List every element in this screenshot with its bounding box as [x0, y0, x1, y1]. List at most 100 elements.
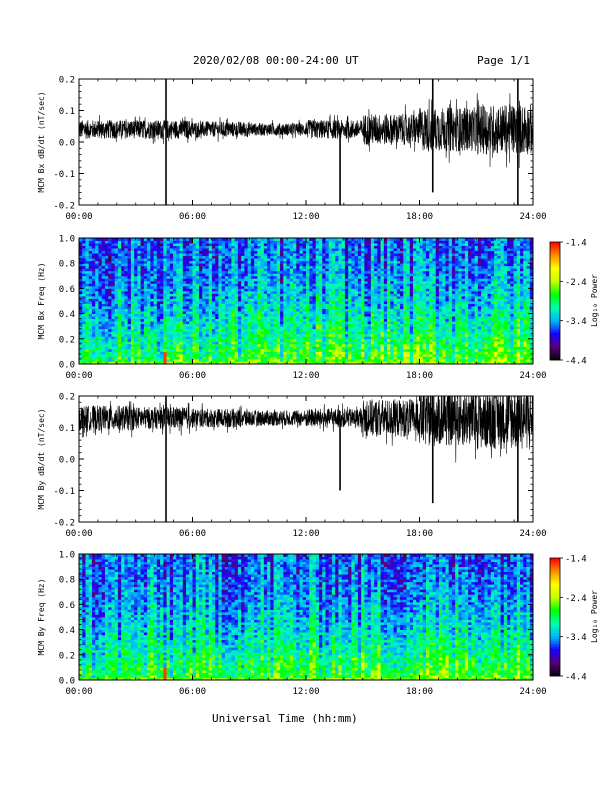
- spectrogram-cell: [309, 318, 313, 322]
- spectrogram-cell: [254, 341, 258, 345]
- spectrogram-cell: [163, 306, 167, 309]
- spectrogram-cell: [250, 328, 255, 332]
- spectrogram-cell: [130, 336, 135, 340]
- spectrogram-cell: [276, 316, 281, 320]
- spectrogram-cell: [143, 343, 148, 347]
- spectrogram-cell: [529, 331, 534, 335]
- spectrogram-cell: [241, 293, 245, 297]
- spectrogram-cell: [341, 290, 346, 294]
- spectrogram-cell: [195, 333, 200, 337]
- spectrogram-cell: [429, 326, 433, 330]
- spectrogram-cell: [474, 275, 479, 279]
- spectrogram-cell: [361, 331, 365, 335]
- spectrogram-cell: [95, 283, 99, 287]
- spectrogram-cell: [406, 331, 411, 335]
- spectrogram-cell: [507, 321, 511, 325]
- spectrogram-cell: [409, 326, 414, 330]
- spectrogram-cell: [143, 278, 148, 282]
- spectrogram-cell: [435, 358, 440, 362]
- spectrogram-cell: [344, 348, 349, 352]
- spectrogram-cell: [186, 326, 190, 330]
- spectrogram-cell: [458, 290, 463, 294]
- spectrogram-cell: [247, 306, 252, 309]
- spectrogram-cell: [380, 346, 385, 350]
- spectrogram-cell: [153, 338, 158, 342]
- spectrogram-cell: [198, 275, 203, 279]
- spectrogram-cell: [377, 331, 381, 335]
- spectrogram-cell: [101, 351, 106, 355]
- spectrogram-cell: [370, 361, 375, 365]
- spectrogram-cell: [137, 343, 142, 347]
- spectrogram-cell: [383, 278, 388, 282]
- spectrogram-cell: [390, 331, 394, 335]
- spectrogram-cell: [156, 326, 161, 330]
- spectrogram-cell: [108, 353, 112, 357]
- spectrogram-cell: [101, 303, 106, 307]
- spectrogram-cell: [481, 361, 485, 365]
- spectrogram-cell: [286, 321, 291, 325]
- spectrogram-cell: [351, 356, 356, 360]
- spectrogram-cell: [464, 353, 469, 357]
- spectrogram-cell: [276, 280, 281, 284]
- spectrogram-cell: [348, 283, 352, 287]
- spectrogram-cell: [260, 293, 265, 297]
- spectrogram-cell: [377, 333, 381, 337]
- spectrogram-cell: [189, 328, 193, 332]
- spectrogram-cell: [516, 331, 521, 335]
- spectrogram-cell: [173, 290, 177, 294]
- spectrogram-cell: [95, 323, 99, 327]
- spectrogram-cell: [438, 301, 443, 304]
- spectrogram-cell: [429, 313, 433, 317]
- spectrogram-cell: [442, 303, 446, 307]
- spectrogram-cell: [169, 331, 174, 335]
- spectrogram-cell: [250, 275, 255, 279]
- spectrogram-cell: [254, 336, 258, 340]
- spectrogram-cell: [400, 336, 404, 340]
- spectrogram-cell: [435, 290, 440, 294]
- spectrogram-cell: [516, 341, 521, 345]
- spectrogram-cell: [270, 298, 274, 302]
- spectrogram-cell: [166, 331, 171, 335]
- spectrogram-cell: [263, 301, 268, 304]
- spectrogram-cell: [117, 285, 122, 289]
- spectrogram-cell: [163, 313, 167, 317]
- spectrogram-cell: [121, 353, 125, 357]
- spectrogram-cell: [442, 353, 446, 357]
- spectrogram-cell: [160, 343, 164, 347]
- spectrogram-cell: [523, 318, 527, 322]
- spectrogram-cell: [289, 338, 294, 342]
- spectrogram-cell: [156, 331, 161, 335]
- spectrogram-cell: [160, 316, 164, 320]
- spectrogram-cell: [315, 293, 320, 297]
- spectrogram-cell: [331, 331, 336, 335]
- spectrogram-cell: [322, 301, 326, 304]
- spectrogram-cell: [396, 356, 401, 360]
- spectrogram-cell: [387, 328, 391, 332]
- spectrogram-cell: [195, 280, 200, 284]
- spectrogram-cell: [215, 290, 219, 294]
- spectrogram-cell: [247, 316, 252, 320]
- spectrogram-cell: [409, 328, 414, 332]
- spectrogram-cell: [490, 353, 495, 357]
- spectrogram-cell: [516, 353, 521, 357]
- spectrogram-cell: [322, 333, 326, 337]
- spectrogram-cell: [205, 308, 210, 312]
- spectrogram-cell: [192, 341, 197, 345]
- spectrogram-cell: [409, 348, 414, 352]
- spectrogram-cell: [124, 318, 129, 322]
- spectrogram-cell: [241, 356, 245, 360]
- spectrogram-cell: [150, 283, 154, 287]
- spectrogram-cell: [186, 311, 190, 314]
- spectrogram-cell: [309, 328, 313, 332]
- spectrogram-cell: [315, 308, 320, 312]
- spectrogram-cell: [283, 301, 287, 304]
- spectrogram-cell: [406, 351, 411, 355]
- spectrogram-cell: [416, 275, 420, 279]
- spectrogram-cell: [153, 331, 158, 335]
- spectrogram-cell: [419, 341, 424, 345]
- spectrogram-cell: [192, 356, 197, 360]
- spectrogram-cell: [396, 341, 401, 345]
- spectrogram-cell: [166, 308, 171, 312]
- spectrogram-cell: [396, 316, 401, 320]
- spectrogram-cell: [419, 288, 424, 292]
